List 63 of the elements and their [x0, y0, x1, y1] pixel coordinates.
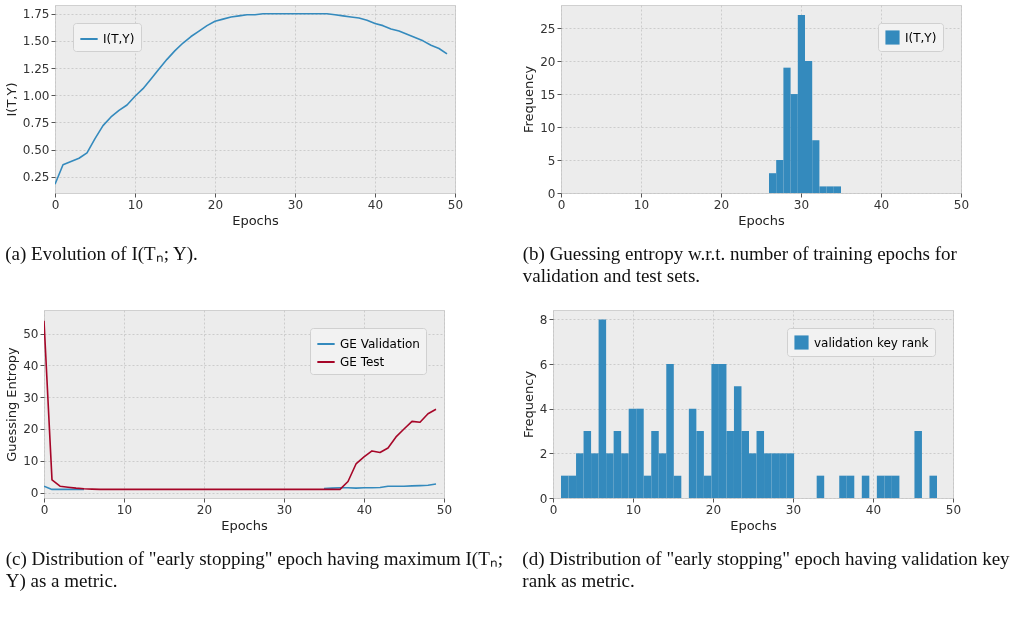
legend-label: GE Validation	[340, 337, 420, 351]
y-tick-label: 20	[540, 54, 556, 69]
x-tick-label: 20	[713, 197, 730, 212]
y-axis-title: I(T,Y)	[3, 82, 19, 117]
x-axis-title: Epochs	[221, 517, 269, 533]
y-tick-label: 0	[547, 186, 556, 201]
text: (a) Evolution of I(Tₙ; Y).	[5, 243, 198, 265]
y-tick-label: 0.75	[22, 115, 50, 130]
y-tick-label: 30	[23, 390, 39, 405]
y-tick-label: 2	[539, 446, 548, 461]
x-tick-label: 30	[287, 197, 304, 212]
x-tick-label: 40	[367, 197, 384, 212]
x-axis-title: Epochs	[738, 212, 786, 228]
x-tick-label: 20	[207, 197, 224, 212]
x-tick-label: 50	[436, 502, 453, 517]
y-tick-label: 0	[539, 491, 548, 506]
x-tick-label: 40	[356, 502, 373, 517]
x-tick-label: 20	[196, 502, 213, 517]
x-tick-label: 40	[865, 502, 882, 517]
y-tick-label: 50	[23, 327, 39, 342]
x-tick-label: 20	[705, 502, 722, 517]
y-tick-label: 0.50	[22, 143, 50, 158]
y-tick-label: 40	[23, 358, 39, 373]
text: (c) Distribution of "early stopping" epoch having maximum I(Tₙ; Y) as a metric.	[5, 548, 504, 592]
legend-label: I(T,Y)	[103, 32, 135, 46]
y-tick-label: 10	[540, 120, 556, 135]
y-tick-label: 5	[547, 153, 556, 168]
y-tick-label: 4	[539, 402, 548, 417]
x-tick-label: 30	[785, 502, 802, 517]
x-tick-label: 10	[633, 197, 650, 212]
x-tick-label: 40	[873, 197, 890, 212]
y-tick-label: 1.25	[22, 61, 50, 76]
text: (b) Guessing entropy w.r.t. number of training epochs for validation and test sets.	[522, 243, 958, 286]
x-tick-label: 30	[793, 197, 810, 212]
x-tick-label: 10	[625, 502, 642, 517]
y-tick-label: 10	[23, 454, 39, 469]
legend-label: I(T,Y)	[905, 30, 937, 45]
x-tick-label: 50	[945, 502, 962, 517]
x-tick-label: 0	[557, 197, 566, 212]
y-tick-label: 15	[540, 87, 556, 102]
x-tick-label: 10	[116, 502, 133, 517]
y-tick-label: 8	[539, 312, 548, 327]
y-tick-label: 6	[539, 357, 548, 372]
y-axis-title: Frequency	[521, 65, 537, 134]
y-tick-label: 0.25	[22, 170, 50, 185]
x-tick-label: 50	[953, 197, 970, 212]
y-axis-title: Frequency	[520, 370, 536, 439]
y-tick-label: 1.50	[22, 34, 50, 49]
legend-label: GE Test	[340, 355, 385, 369]
y-tick-label: 1.00	[22, 88, 50, 103]
x-axis-title: Epochs	[730, 517, 778, 533]
y-axis-title: Guessing Entropy	[4, 346, 20, 462]
x-tick-label: 50	[447, 197, 464, 212]
legend-label: validation key rank	[814, 335, 929, 350]
x-tick-label: 0	[51, 197, 60, 212]
text: (d) Distribution of "early stopping" epoch having validation key rank as metric.	[522, 548, 1011, 591]
y-tick-label: 25	[540, 21, 556, 36]
y-tick-label: 20	[23, 422, 39, 437]
x-tick-label: 10	[127, 197, 144, 212]
x-axis-title: Epochs	[232, 212, 280, 228]
y-tick-label: 1.75	[22, 7, 50, 22]
x-tick-label: 30	[276, 502, 293, 517]
y-tick-label: 0	[30, 486, 39, 501]
